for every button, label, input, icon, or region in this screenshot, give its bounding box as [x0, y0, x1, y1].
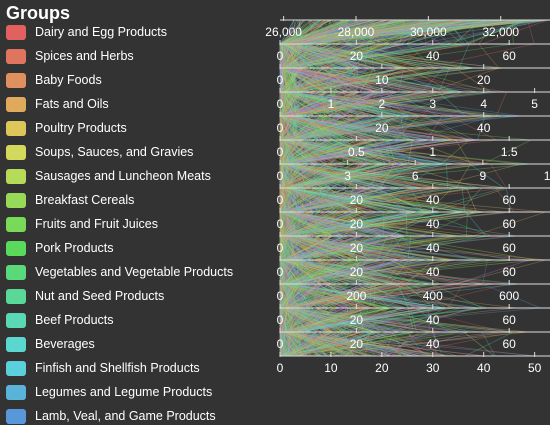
tick-label: 30 — [426, 361, 440, 375]
tick-label: 60 — [502, 241, 516, 255]
tick-label: 200 — [346, 289, 366, 303]
tick-label: 0 — [277, 337, 284, 351]
tick-label: 0 — [277, 169, 284, 183]
tick-label: 4 — [480, 97, 487, 111]
tick-label: 0 — [277, 193, 284, 207]
tick-label: 20 — [350, 49, 364, 63]
tick-label: 60 — [502, 217, 516, 231]
tick-label: 60 — [502, 49, 516, 63]
tick-label: 12 — [544, 169, 550, 183]
tick-label: 0 — [277, 241, 284, 255]
tick-label: 0 — [277, 289, 284, 303]
tick-label: 20 — [375, 361, 389, 375]
tick-label: 60 — [502, 337, 516, 351]
tick-label: 60 — [502, 265, 516, 279]
tick-label: 40 — [426, 49, 440, 63]
tick-label: 3 — [429, 97, 436, 111]
tick-label: 20 — [350, 265, 364, 279]
tick-label: 40 — [426, 217, 440, 231]
tick-label: 20 — [350, 241, 364, 255]
tick-label: 0 — [277, 73, 284, 87]
tick-label: 0.5 — [348, 145, 365, 159]
tick-label: 20 — [375, 121, 389, 135]
tick-label: 28,000 — [338, 25, 375, 39]
tick-label: 40 — [477, 121, 491, 135]
tick-label: 0 — [277, 361, 284, 375]
tick-label: 5 — [531, 97, 538, 111]
tick-label: 0 — [277, 217, 284, 231]
tick-label: 1 — [328, 97, 335, 111]
tick-label: 40 — [426, 241, 440, 255]
tick-label: 40 — [426, 193, 440, 207]
tick-label: 20 — [350, 337, 364, 351]
tick-label: 0 — [277, 121, 284, 135]
tick-label: 400 — [423, 289, 443, 303]
tick-label: 50 — [528, 361, 542, 375]
tick-label: 6 — [412, 169, 419, 183]
tick-label: 20 — [350, 313, 364, 327]
tick-label: 40 — [426, 313, 440, 327]
tick-label: 26,000 — [265, 25, 302, 39]
tick-label: 0 — [277, 265, 284, 279]
tick-label: 60 — [502, 193, 516, 207]
tick-label: 20 — [350, 217, 364, 231]
tick-label: 2 — [379, 97, 386, 111]
tick-label: 10 — [375, 73, 389, 87]
tick-label: 0 — [277, 145, 284, 159]
tick-label: 60 — [502, 313, 516, 327]
tick-label: 0 — [277, 313, 284, 327]
tick-label: 30,000 — [410, 25, 447, 39]
tick-label: 600 — [499, 289, 519, 303]
tick-label: 40 — [477, 361, 491, 375]
tick-label: 3 — [344, 169, 351, 183]
tick-label: 9 — [480, 169, 487, 183]
tick-label: 32,000 — [482, 25, 519, 39]
tick-label: 20 — [477, 73, 491, 87]
tick-label: 0 — [277, 97, 284, 111]
tick-label: 1.5 — [501, 145, 518, 159]
tick-label: 40 — [426, 265, 440, 279]
tick-label: 0 — [277, 49, 284, 63]
tick-label: 1 — [429, 145, 436, 159]
tick-label: 40 — [426, 337, 440, 351]
tick-label: 20 — [350, 193, 364, 207]
tick-label: 10 — [324, 361, 338, 375]
